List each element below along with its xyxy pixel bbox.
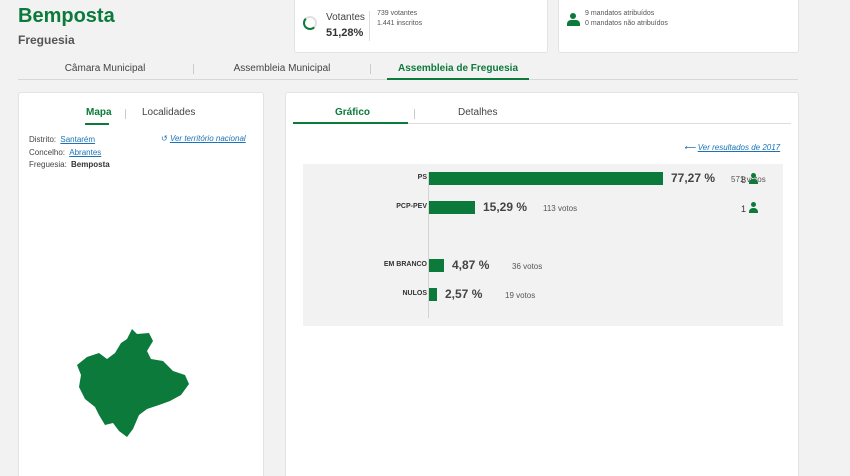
page-title: Bemposta (18, 5, 115, 27)
tab-divider (370, 64, 371, 74)
votes-percentage: 51,28% (326, 27, 364, 39)
tab-divider (414, 109, 415, 119)
tab-divider (193, 64, 194, 74)
concelho-row: Concelho: Abrantes (29, 148, 101, 157)
tab-localidades[interactable]: Localidades (142, 107, 196, 118)
pct-label-nulos: 2,57 % (445, 287, 483, 301)
seat-count: 8 (741, 175, 747, 185)
tab-detalhes[interactable]: Detalhes (458, 107, 498, 118)
votes-label-pcp-pev: 113 votos (543, 204, 578, 213)
distrito-label: Distrito: (29, 135, 57, 144)
tabs-baseline (293, 123, 791, 124)
national-territory-link[interactable]: ↺ Ver território nacional (161, 134, 246, 143)
tab-grafico[interactable]: Gráfico (335, 107, 371, 118)
freguesia-label: Freguesia: (29, 160, 67, 169)
tab-assembleia-freguesia[interactable]: Assembleia de Freguesia (387, 60, 529, 80)
votes-label-em-branco: 36 votos (512, 262, 543, 271)
mandates-not-attributed: 0 mandatos não atribuídos (585, 20, 668, 27)
votes-card: Votantes 51,28% 739 votantes 1.441 inscr… (294, 0, 548, 53)
concelho-link[interactable]: Abrantes (69, 148, 102, 157)
pct-label-ps: 77,27 % (671, 171, 716, 185)
active-tab-indicator (85, 123, 109, 125)
bar-label-ps: PS (417, 174, 427, 181)
results-panel: Gráfico Detalhes ⟵ Ver resultados de 201… (285, 92, 799, 476)
previous-results-text: Ver resultados de 2017 (697, 143, 781, 152)
pct-label-pcp-pev: 15,29 % (483, 200, 528, 214)
turnout-ring-icon (303, 16, 317, 30)
bar-nulos[interactable] (429, 288, 437, 301)
bar-label-pcp-pev: PCP-PEV (396, 203, 427, 210)
bar-pcp-pev[interactable] (429, 201, 475, 214)
pct-label-em-branco: 4,87 % (452, 258, 490, 272)
freguesia-value: Bemposta (71, 160, 110, 169)
national-link-text: Ver território nacional (169, 134, 246, 143)
votes-divider (369, 11, 370, 41)
results-chart: PS 77,27 % 571 votos 8 PCP-PEV 15,29 % 113 vot… (303, 164, 783, 326)
tab-divider (125, 109, 126, 119)
freguesia-row: Freguesia: Bemposta (29, 160, 110, 169)
person-icon (567, 13, 580, 26)
seats-pcp-pev: 1 (741, 202, 759, 214)
active-tab-indicator (293, 122, 408, 124)
election-tabs: Câmara Municipal Assembleia Municipal As… (18, 60, 798, 80)
page-subtitle: Freguesia (18, 33, 75, 47)
parish-shape[interactable] (77, 329, 189, 437)
arrow-left-icon: ⟵ (684, 143, 696, 152)
bar-ps[interactable] (429, 172, 663, 185)
seat-count: 1 (741, 204, 747, 214)
bar-label-nulos: NULOS (402, 290, 428, 297)
undo-icon: ↺ (161, 134, 168, 143)
mandates-attributed: 9 mandatos atribuídos (585, 10, 655, 17)
votes-label-ps: 571 votos (731, 175, 766, 184)
previous-results-link[interactable]: ⟵ Ver resultados de 2017 (684, 143, 780, 152)
chart-axis (428, 172, 429, 318)
concelho-label: Concelho: (29, 148, 66, 157)
votes-label: Votantes (326, 12, 365, 23)
tab-mapa[interactable]: Mapa (86, 107, 112, 118)
seats-ps: 8 (741, 173, 759, 185)
mandates-card: 9 mandatos atribuídos 0 mandatos não atr… (558, 0, 799, 53)
inscritos-count: 1.441 inscritos (377, 20, 423, 27)
votantes-count: 739 votantes (377, 10, 418, 17)
map-panel: Mapa Localidades Distrito: Santarém Conc… (18, 92, 264, 476)
tab-assembleia-municipal[interactable]: Assembleia Municipal (233, 63, 331, 74)
parish-map[interactable] (77, 329, 191, 441)
distrito-link[interactable]: Santarém (60, 135, 96, 144)
tab-camara-municipal[interactable]: Câmara Municipal (64, 63, 146, 74)
person-icon (748, 202, 759, 213)
distrito-row: Distrito: Santarém (29, 135, 95, 144)
person-icon (748, 173, 759, 184)
bar-label-em-branco: EM BRANCO (383, 261, 427, 268)
votes-label-nulos: 19 votos (505, 291, 536, 300)
bar-em-branco[interactable] (429, 259, 444, 272)
